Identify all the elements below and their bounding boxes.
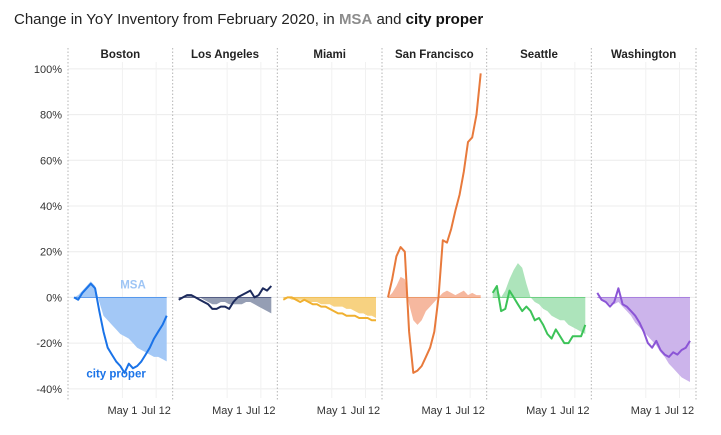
x-tick-label: May 1 (317, 405, 347, 417)
panel-title: San Francisco (395, 49, 474, 61)
x-tick-label: May 1 (526, 405, 556, 417)
x-tick-label: May 1 (212, 405, 242, 417)
msa-area (283, 297, 376, 318)
title-prefix: Change in YoY Inventory from February 20… (14, 11, 339, 28)
panel-title: Miami (313, 49, 346, 61)
x-tick-label: May 1 (421, 405, 451, 417)
y-tick-label: -20% (36, 338, 62, 350)
x-tick-label: Jul 12 (560, 405, 589, 417)
x-tick-label: Jul 12 (141, 405, 170, 417)
y-tick-label: 80% (40, 110, 62, 122)
msa-area (388, 276, 481, 325)
annotation-label: MSA (120, 279, 146, 291)
x-tick-label: Jul 12 (246, 405, 275, 417)
city-proper-line (282, 296, 376, 322)
msa-area (492, 263, 586, 334)
y-tick-label: 0% (46, 292, 62, 304)
x-tick-label: Jul 12 (351, 405, 380, 417)
city-proper-line (596, 287, 691, 358)
panel-title: Boston (101, 49, 141, 61)
x-tick-label: Jul 12 (455, 405, 484, 417)
city-proper-line (178, 285, 273, 310)
city-proper-line (73, 282, 168, 374)
msa-area (597, 297, 690, 382)
panel-title: Seattle (520, 49, 558, 61)
y-tick-label: 60% (40, 155, 62, 167)
y-tick-label: 40% (40, 201, 62, 213)
title-city-proper: city proper (405, 11, 484, 28)
title-msa: MSA (338, 11, 373, 28)
y-tick-label: 20% (40, 247, 62, 259)
chart-title: Change in YoY Inventory from February 20… (14, 11, 483, 28)
msa-area (74, 281, 167, 362)
panel-title: Washington (611, 49, 676, 61)
annotation-label: city proper (86, 368, 146, 380)
city-proper-line (387, 73, 482, 374)
x-tick-label: May 1 (631, 405, 661, 417)
city-proper-line (491, 285, 587, 345)
x-tick-label: Jul 12 (665, 405, 694, 417)
y-tick-label: 100% (34, 64, 62, 76)
panel-title: Los Angeles (191, 49, 259, 61)
x-tick-label: May 1 (107, 405, 137, 417)
y-tick-label: -40% (36, 384, 62, 396)
title-joiner: and (372, 11, 406, 28)
msa-area (178, 295, 272, 314)
